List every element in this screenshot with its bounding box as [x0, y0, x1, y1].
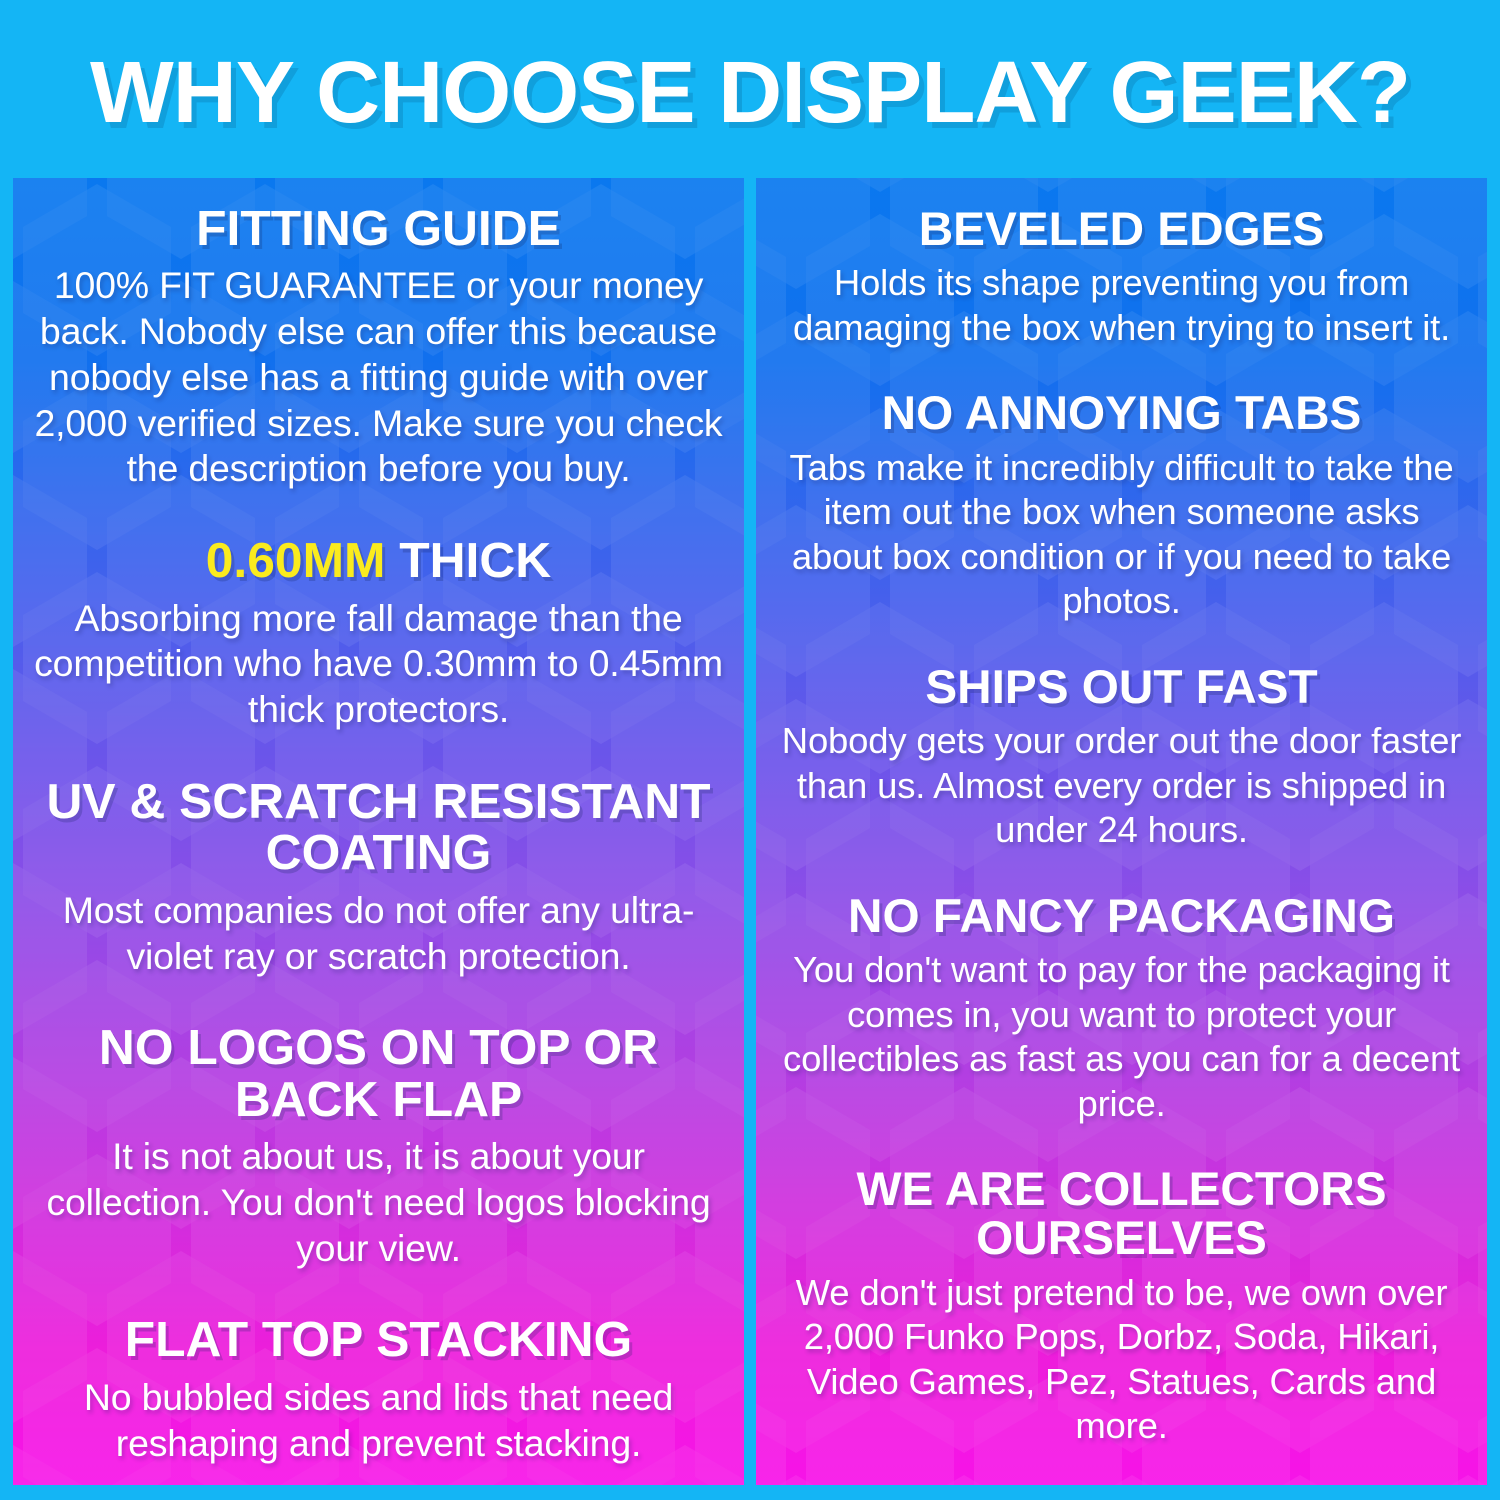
feature-body: Nobody gets your order out the door fast…: [781, 720, 1462, 851]
feature-ships-out-fast: SHIPS OUT FAST Nobody gets your order ou…: [774, 661, 1469, 853]
feature-body: You don't want to pay for the packaging …: [783, 949, 1460, 1124]
feature-title: 0.60MM THICK: [26, 534, 731, 589]
feature-no-fancy-packaging: NO FANCY PACKAGING You don't want to pay…: [774, 890, 1469, 1126]
feature-body: 100% FIT GUARANTEE or your money back. N…: [34, 264, 723, 490]
feature-body: Absorbing more fall damage than the comp…: [34, 596, 723, 731]
feature-title: NO ANNOYING TABS: [881, 386, 1362, 440]
feature-body: Tabs make it incredibly difficult to tak…: [789, 446, 1454, 622]
feature-columns: FITTING GUIDE 100% FIT GUARANTEE or your…: [13, 178, 1487, 1485]
feature-body: We don't just pretend to be, we own over…: [795, 1271, 1448, 1447]
feature-body: Most companies do not offer any ultra-vi…: [62, 888, 695, 977]
feature-uv-scratch-coating: UV & SCRATCH RESISTANT COATING Most comp…: [31, 776, 726, 979]
thickness-rest: THICK: [385, 534, 552, 589]
feature-title: SHIPS OUT FAST: [925, 659, 1318, 713]
feature-no-logos: NO LOGOS ON TOP OR BACK FLAP It is not a…: [31, 1023, 726, 1271]
feature-flat-top-stacking: FLAT TOP STACKING No bubbled sides and l…: [31, 1314, 726, 1466]
feature-title: BEVELED EDGES: [918, 202, 1325, 255]
feature-body: Holds its shape preventing you from dama…: [792, 262, 1451, 348]
feature-fitting-guide: FITTING GUIDE 100% FIT GUARANTEE or your…: [31, 203, 726, 492]
header-banner: WHY CHOOSE DISPLAY GEEK?: [0, 0, 1500, 178]
feature-body: It is not about us, it is about your col…: [46, 1135, 711, 1269]
feature-title: FLAT TOP STACKING: [124, 1313, 633, 1368]
feature-body: No bubbled sides and lids that need resh…: [83, 1375, 674, 1464]
feature-title: UV & SCRATCH RESISTANT COATING: [46, 774, 711, 881]
feature-title: NO LOGOS ON TOP OR BACK FLAP: [98, 1021, 659, 1127]
feature-no-annoying-tabs: NO ANNOYING TABS Tabs make it incredibly…: [774, 388, 1469, 623]
feature-beveled-edges: BEVELED EDGES Holds its shape preventing…: [774, 204, 1469, 350]
feature-title: WE ARE COLLECTORS OURSELVES: [856, 1162, 1387, 1265]
page-title: WHY CHOOSE DISPLAY GEEK?: [89, 43, 1411, 141]
feature-thickness: 0.60MM THICK Absorbing more fall damage …: [31, 535, 726, 733]
thickness-highlight: 0.60MM: [205, 534, 386, 589]
feature-we-are-collectors: WE ARE COLLECTORS OURSELVES We don't jus…: [774, 1164, 1469, 1449]
right-feature-panel: BEVELED EDGES Holds its shape preventing…: [756, 178, 1487, 1485]
feature-title: NO FANCY PACKAGING: [848, 888, 1395, 942]
feature-title: FITTING GUIDE: [196, 202, 561, 256]
left-feature-panel: FITTING GUIDE 100% FIT GUARANTEE or your…: [13, 178, 744, 1485]
